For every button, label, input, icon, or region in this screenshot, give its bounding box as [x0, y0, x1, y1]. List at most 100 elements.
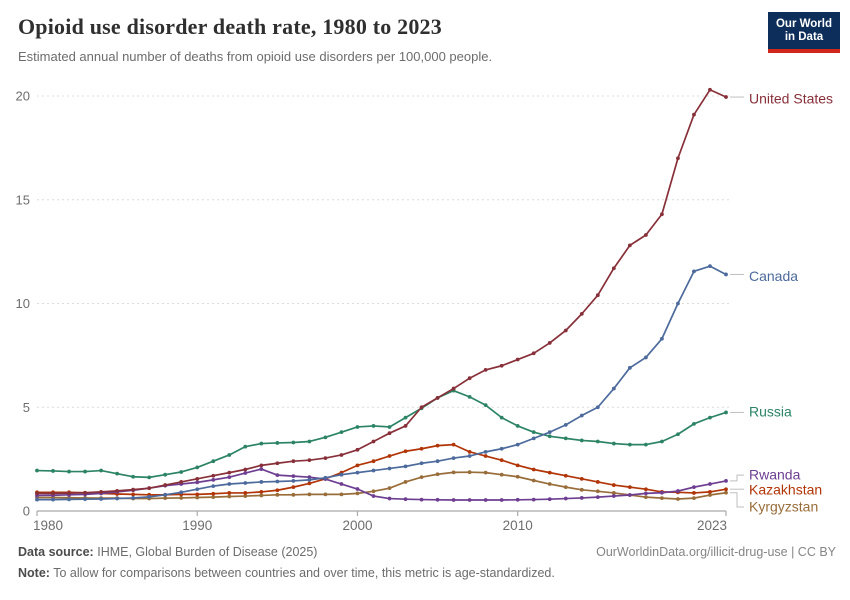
series-point-united-states — [724, 95, 728, 99]
series-label-rwanda[interactable]: Rwanda — [749, 467, 801, 483]
series-label-russia[interactable]: Russia — [749, 404, 792, 420]
series-point-kyrgyzstan — [692, 496, 696, 501]
series-point-kyrgyzstan — [163, 496, 168, 501]
series-point-kyrgyzstan — [291, 492, 296, 497]
series-point-canada — [547, 430, 552, 435]
series-point-canada — [307, 477, 312, 482]
series-line-kyrgyzstan — [37, 471, 727, 500]
series-point-kazakhstan — [243, 491, 248, 495]
owid-logo: Our World in Data — [768, 12, 840, 53]
series-point-united-states — [403, 424, 408, 428]
series-point-canada — [724, 272, 728, 277]
footer-source-row: Data source: IHME, Global Burden of Dise… — [18, 542, 836, 563]
chart-footer: Data source: IHME, Global Burden of Dise… — [18, 542, 836, 584]
series-point-united-states — [708, 87, 712, 92]
series-point-united-states — [211, 473, 216, 478]
series-point-rwanda — [259, 467, 264, 471]
footer-note-text: To allow for comparisons between countri… — [53, 566, 555, 580]
series-point-rwanda — [419, 497, 424, 502]
series-point-united-states — [451, 386, 456, 391]
series-point-united-states — [275, 461, 280, 466]
series-point-united-states — [531, 351, 536, 356]
x-tick-label: 2010 — [503, 518, 533, 533]
series-point-kyrgyzstan — [275, 492, 280, 497]
series-point-canada — [419, 461, 424, 466]
series-point-canada — [579, 413, 584, 418]
series-point-russia — [275, 441, 280, 445]
series-point-kyrgyzstan — [435, 472, 440, 477]
series-point-kazakhstan — [435, 443, 440, 448]
series-point-rwanda — [291, 474, 296, 479]
series-point-russia — [227, 453, 232, 457]
series-point-russia — [51, 469, 55, 473]
series-label-canada[interactable]: Canada — [749, 268, 798, 284]
series-point-rwanda — [595, 495, 600, 499]
series-point-canada — [51, 497, 55, 502]
series-point-russia — [371, 424, 376, 428]
series-point-kazakhstan — [227, 491, 232, 495]
series-point-united-states — [563, 328, 568, 333]
series-point-canada — [291, 479, 296, 483]
series-point-kazakhstan — [387, 454, 392, 458]
series-point-canada — [67, 497, 71, 502]
series-point-kazakhstan — [611, 483, 616, 487]
series-point-russia — [243, 444, 248, 449]
line-chart[interactable]: 0 5 10 15 20 1980 1990 2000 2010 2023 United State… — [0, 80, 850, 538]
series-point-russia — [483, 403, 488, 408]
series-point-canada — [163, 492, 168, 497]
series-point-rwanda — [467, 498, 472, 502]
series-point-kazakhstan — [579, 476, 584, 481]
series-point-canada — [676, 301, 680, 306]
series-point-kyrgyzstan — [531, 478, 536, 483]
series-point-rwanda — [692, 485, 696, 490]
series-point-kazakhstan — [419, 446, 424, 451]
series-point-rwanda — [451, 498, 456, 502]
series-label-united-states[interactable]: United States — [749, 91, 833, 107]
series-point-canada — [195, 487, 200, 492]
series-point-russia — [660, 439, 664, 444]
series-point-kazakhstan — [708, 490, 712, 494]
series-point-united-states — [179, 480, 184, 484]
series-point-rwanda — [307, 475, 312, 480]
series-point-kyrgyzstan — [676, 497, 680, 501]
series-point-rwanda — [724, 479, 728, 483]
series-point-kyrgyzstan — [451, 470, 456, 475]
series-point-kazakhstan — [307, 481, 312, 486]
series-point-rwanda — [243, 471, 248, 475]
series-point-canada — [243, 481, 248, 485]
series-point-russia — [115, 471, 120, 476]
series-point-united-states — [611, 266, 616, 271]
series-point-russia — [355, 425, 360, 429]
series-point-united-states — [115, 488, 120, 493]
series-point-canada — [131, 496, 136, 500]
series-point-rwanda — [371, 494, 376, 498]
series-point-canada — [147, 494, 152, 499]
chart-header: Opioid use disorder death rate, 1980 to … — [18, 14, 832, 64]
series-point-rwanda — [676, 489, 680, 493]
series-point-united-states — [51, 491, 55, 496]
series-point-kyrgyzstan — [387, 486, 392, 491]
series-point-canada — [643, 355, 648, 360]
series-point-united-states — [83, 490, 87, 495]
x-tick-label: 1980 — [33, 518, 63, 533]
series-point-kazakhstan — [643, 487, 648, 492]
series-point-kazakhstan — [547, 470, 552, 475]
series-point-canada — [483, 449, 488, 454]
series-point-kyrgyzstan — [243, 494, 248, 498]
series-point-canada — [115, 496, 120, 501]
series-point-canada — [387, 466, 392, 471]
series-point-russia — [579, 438, 584, 443]
footer-source-label: Data source: — [18, 545, 94, 559]
series-point-russia — [291, 440, 296, 445]
series-point-rwanda — [708, 482, 712, 486]
series-point-kazakhstan — [692, 491, 696, 495]
series-label-kazakhstan[interactable]: Kazakhstan — [749, 482, 822, 498]
series-point-russia — [323, 435, 328, 440]
series-point-rwanda — [531, 497, 536, 502]
series-label-kyrgyzstan[interactable]: Kyrgyzstan — [749, 499, 818, 515]
series-point-kazakhstan — [371, 459, 376, 464]
series-point-canada — [627, 365, 632, 370]
x-tick-label: 2023 — [697, 518, 727, 533]
x-tick-label: 1990 — [182, 518, 212, 533]
series-point-united-states — [67, 491, 71, 496]
